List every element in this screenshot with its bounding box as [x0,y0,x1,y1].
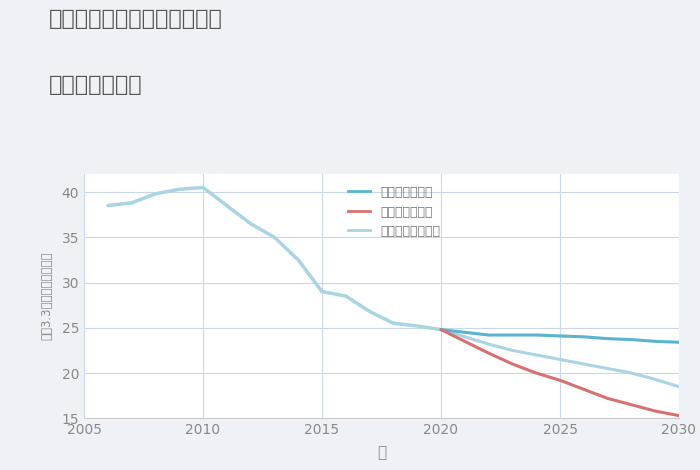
Text: 土地の価格推移: 土地の価格推移 [49,75,143,95]
Y-axis label: 坪（3.3㎡）単価（万円）: 坪（3.3㎡）単価（万円） [40,252,53,340]
X-axis label: 年: 年 [377,446,386,461]
Legend: グッドシナリオ, バッドシナリオ, ノーマルシナリオ: グッドシナリオ, バッドシナリオ, ノーマルシナリオ [342,180,447,244]
Text: 兵庫県たつの市御津町黒崎の: 兵庫県たつの市御津町黒崎の [49,9,223,30]
